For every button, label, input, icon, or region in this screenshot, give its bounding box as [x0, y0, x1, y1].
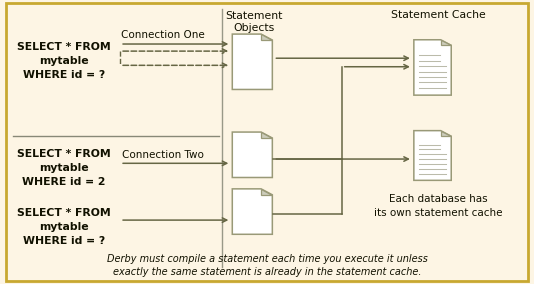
Text: Connection One: Connection One: [121, 30, 205, 41]
Polygon shape: [232, 34, 272, 89]
Text: SELECT * FROM
mytable
WHERE id = 2: SELECT * FROM mytable WHERE id = 2: [17, 149, 111, 187]
Text: Each database has
its own statement cache: Each database has its own statement cach…: [374, 194, 502, 218]
Polygon shape: [232, 132, 272, 178]
Polygon shape: [414, 40, 451, 95]
Polygon shape: [441, 40, 451, 45]
Text: Statement
Objects: Statement Objects: [225, 11, 282, 33]
Text: Derby must compile a statement each time you execute it unless
exactly the same : Derby must compile a statement each time…: [107, 254, 427, 277]
Polygon shape: [441, 131, 451, 136]
Polygon shape: [232, 189, 272, 234]
Text: Connection Two: Connection Two: [122, 150, 204, 160]
Polygon shape: [261, 132, 272, 138]
Text: Statement Cache: Statement Cache: [390, 10, 485, 20]
Text: SELECT * FROM
mytable
WHERE id = ?: SELECT * FROM mytable WHERE id = ?: [17, 42, 111, 80]
Polygon shape: [261, 34, 272, 40]
Polygon shape: [414, 131, 451, 180]
Polygon shape: [261, 189, 272, 195]
Text: SELECT * FROM
mytable
WHERE id = ?: SELECT * FROM mytable WHERE id = ?: [17, 208, 111, 246]
